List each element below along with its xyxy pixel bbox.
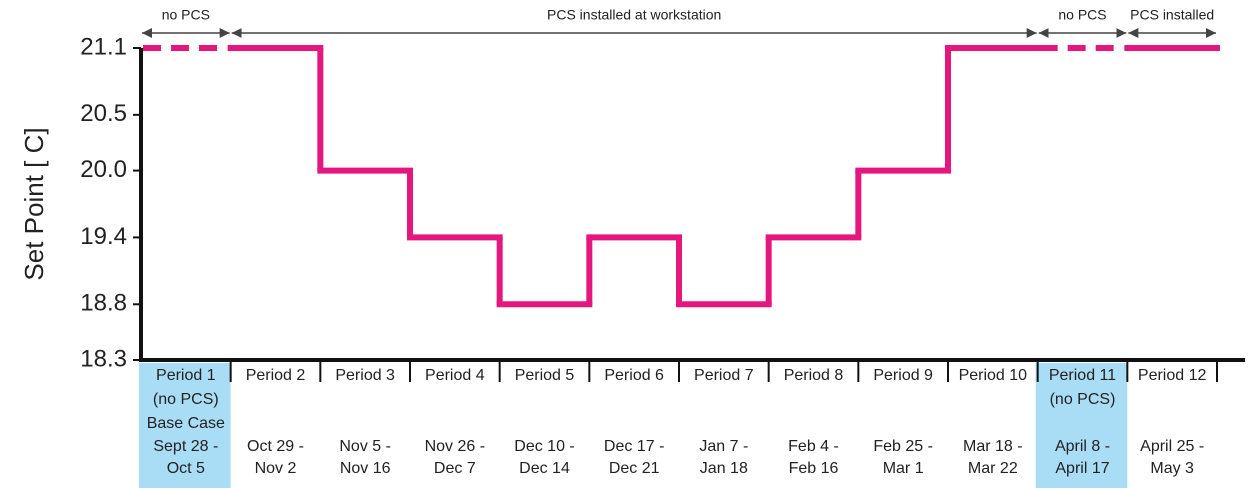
annotation-text: no PCS bbox=[162, 7, 210, 23]
x-tick-label: Period 9 bbox=[873, 367, 933, 384]
category-dates: Feb 16 bbox=[789, 460, 839, 477]
x-tick-label: Period 11 bbox=[1049, 367, 1116, 384]
category-dates: Dec 10 - bbox=[514, 438, 574, 455]
category-note: (no PCS) bbox=[1050, 391, 1116, 408]
category-dates: Dec 7 bbox=[434, 460, 476, 477]
x-tick-label: Period 8 bbox=[784, 367, 844, 384]
category-dates: April 17 bbox=[1055, 460, 1109, 477]
category-dates: Nov 5 - bbox=[339, 438, 391, 455]
category-dates: May 3 bbox=[1150, 460, 1194, 477]
annotation-text: no PCS bbox=[1058, 7, 1106, 23]
category-note: Base Case bbox=[147, 415, 225, 432]
x-tick-label: Period 3 bbox=[335, 367, 395, 384]
category-dates: Feb 4 - bbox=[788, 438, 839, 455]
x-tick-label: Period 2 bbox=[246, 367, 306, 384]
y-tick-label: 18.3 bbox=[80, 345, 127, 372]
y-axis-label: Set Point [ C] bbox=[19, 127, 49, 280]
x-tick-label: Period 4 bbox=[425, 367, 485, 384]
category-dates: Oct 29 - bbox=[247, 438, 304, 455]
annotation-text: PCS installed at workstation bbox=[547, 7, 721, 23]
category-dates: Mar 1 bbox=[883, 460, 924, 477]
x-tick-label: Period 10 bbox=[959, 367, 1028, 384]
category-dates: Dec 21 bbox=[609, 460, 660, 477]
y-tick-label: 21.1 bbox=[80, 33, 127, 60]
category-dates: Jan 18 bbox=[700, 460, 748, 477]
category-dates: Feb 25 - bbox=[873, 438, 933, 455]
y-tick-label: 19.4 bbox=[80, 223, 127, 250]
y-tick-label: 18.8 bbox=[80, 290, 127, 317]
y-tick-label: 20.5 bbox=[80, 100, 127, 127]
x-tick-label: Period 5 bbox=[515, 367, 575, 384]
category-dates: Mar 22 bbox=[968, 460, 1018, 477]
category-dates: Mar 18 - bbox=[963, 438, 1023, 455]
y-tick-label: 20.0 bbox=[80, 156, 127, 183]
annotation-text: PCS installed bbox=[1130, 7, 1214, 23]
x-tick-label: Period 1 bbox=[156, 367, 216, 384]
category-dates: Jan 7 - bbox=[699, 438, 748, 455]
category-dates: Nov 2 bbox=[255, 460, 297, 477]
category-dates: April 25 - bbox=[1140, 438, 1204, 455]
x-tick-label: Period 6 bbox=[604, 367, 664, 384]
category-dates: Nov 16 bbox=[340, 460, 391, 477]
x-tick-label: Period 7 bbox=[694, 367, 754, 384]
category-dates: Oct 5 bbox=[167, 460, 205, 477]
category-note: (no PCS) bbox=[153, 391, 219, 408]
highlight-column bbox=[1035, 363, 1128, 488]
category-dates: Dec 17 - bbox=[604, 438, 664, 455]
highlight-column bbox=[139, 363, 231, 488]
category-dates: Sept 28 - bbox=[153, 438, 218, 455]
category-dates: Nov 26 - bbox=[425, 438, 485, 455]
category-dates: Dec 14 bbox=[519, 460, 570, 477]
x-tick-label: Period 12 bbox=[1138, 367, 1207, 384]
category-dates: April 8 - bbox=[1055, 438, 1110, 455]
